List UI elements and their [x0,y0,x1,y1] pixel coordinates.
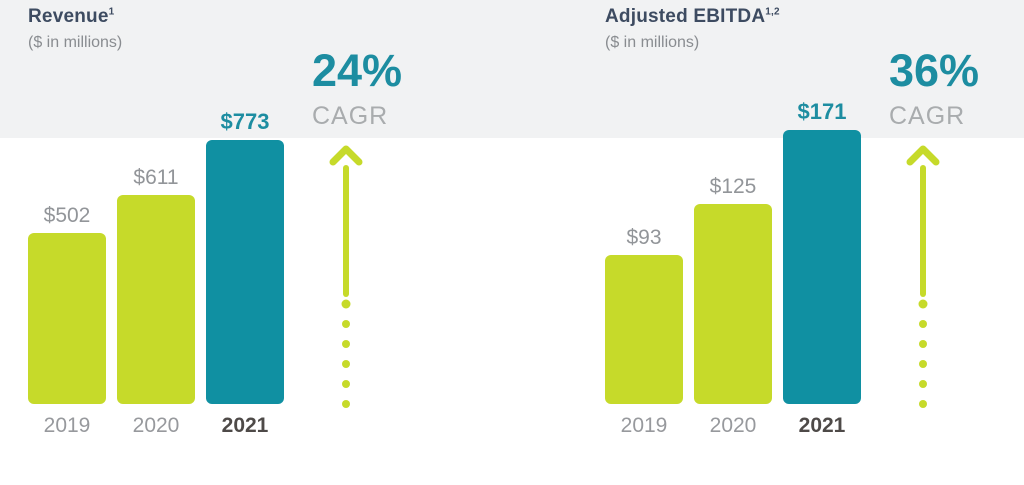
bar-2019: $93 [605,226,683,404]
footnote-superscript: 1 [108,6,115,18]
chart-subtitle: ($ in millions) [28,34,123,51]
growth-arrow-icon [906,145,940,408]
bar-value-label: $171 [797,99,847,124]
year-label-2019: 2019 [43,414,91,437]
year-axis: 2019 2020 2021 [28,414,284,438]
chart-title-text: Adjusted EBITDA [605,6,766,27]
growth-arrow-icon [329,145,363,408]
chart-title: Adjusted EBITDA1,2 [605,6,780,28]
bar-2020: $125 [694,175,772,404]
adjusted-ebitda-chart: Adjusted EBITDA1,2 ($ in millions) 36% C… [577,0,1024,485]
cagr-label: CAGR [312,102,389,130]
footnote-superscript: 1,2 [765,6,780,18]
bar-value-label: $502 [43,204,91,227]
bar-2019: $502 [28,204,106,404]
bar-group: $93 $125 $171 [605,99,861,404]
year-label-2019: 2019 [620,414,668,437]
year-axis: 2019 2020 2021 [605,414,861,438]
cagr-value: 36% [889,45,980,96]
bar-value-label: $611 [133,166,179,189]
cagr-value: 24% [312,45,403,96]
chart-subtitle: ($ in millions) [605,34,700,51]
revenue-chart: Revenue1 ($ in millions) 24% CAGR $502 $6… [28,6,403,438]
year-label-2020: 2020 [132,414,180,437]
chart-title-text: Revenue [28,6,109,27]
bar-2021: $773 [206,109,284,404]
cagr-label: CAGR [889,102,966,130]
year-label-2021: 2021 [221,414,269,437]
header-band [0,0,1024,138]
year-label-2021: 2021 [798,414,846,437]
bar-value-label: $93 [626,226,662,249]
bar-2021: $171 [783,99,861,404]
chart-title: Revenue1 [28,6,114,28]
bar-value-label: $773 [220,109,270,134]
bar-2020: $611 [117,166,195,404]
bar-value-label: $125 [709,175,757,198]
bar-group: $502 $611 $773 [28,109,284,404]
year-label-2020: 2020 [709,414,757,437]
